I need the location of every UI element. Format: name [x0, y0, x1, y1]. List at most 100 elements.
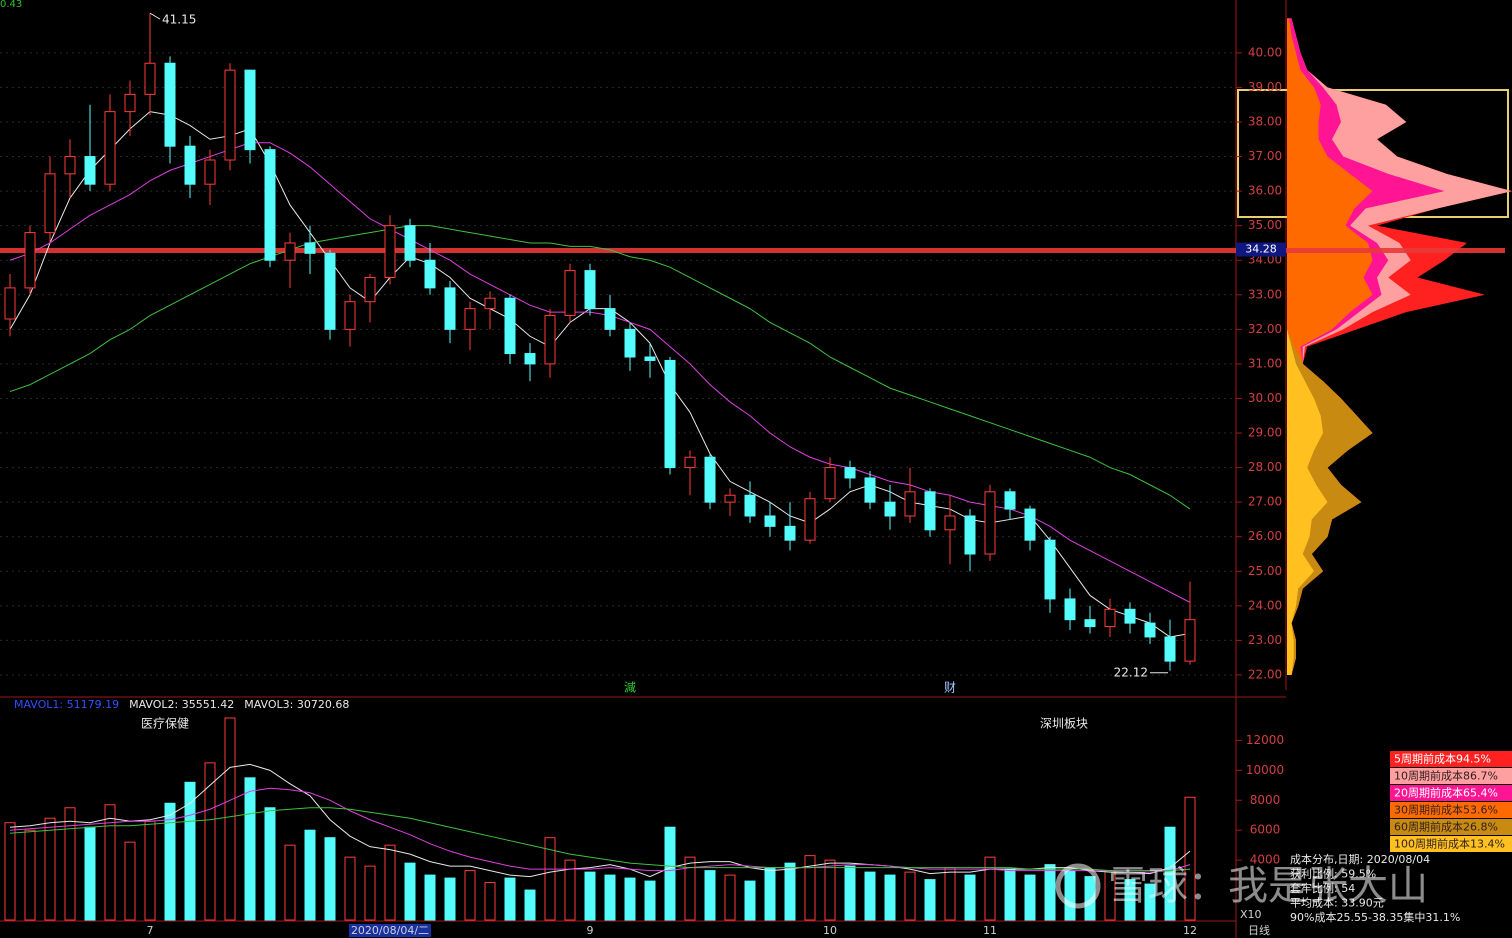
volume-bar	[264, 807, 276, 921]
y-tick-label: 38.00	[1248, 114, 1282, 128]
candle-body	[824, 467, 836, 500]
volume-bar	[1164, 826, 1176, 921]
volume-bar	[124, 841, 136, 921]
candle-body	[1184, 619, 1196, 662]
candle-body	[344, 301, 356, 330]
candle-body	[44, 173, 56, 234]
info-line: 获利比例: 59.5%	[1290, 867, 1376, 881]
volume-bar	[164, 802, 176, 921]
y-tick-label: 31.00	[1248, 356, 1282, 370]
y-tick-label: 28.00	[1248, 460, 1282, 474]
volume-bar	[204, 762, 216, 921]
high-pointer	[149, 12, 161, 20]
legend-label: MAVOL2: 35551.42	[129, 698, 234, 711]
volume-bar	[464, 870, 476, 921]
candle-body	[764, 515, 776, 527]
candle-body	[1044, 539, 1056, 600]
volume-bar	[384, 844, 396, 921]
volume-bar	[784, 862, 796, 921]
volume-bar	[304, 829, 316, 921]
legend-label: 20周期前成本65.4%	[1394, 786, 1498, 800]
y-tick-label: 29.00	[1248, 426, 1282, 440]
legend-label: MAVOL3: 30720.68	[244, 698, 349, 711]
y-tick-label: 12000	[1246, 733, 1284, 747]
volume-bar	[1184, 796, 1196, 921]
event-label: 财	[944, 681, 956, 695]
y-tick-label: 23.00	[1248, 633, 1282, 647]
candle-body	[744, 494, 756, 517]
volume-bar	[424, 874, 436, 921]
y-tick-label: 36.00	[1248, 184, 1282, 198]
moving-average	[9, 225, 1191, 510]
x-tick-label: 10	[823, 924, 837, 937]
volume-average	[9, 807, 1191, 872]
volume-bar	[624, 877, 636, 921]
candle-body	[724, 494, 736, 503]
candle-body	[324, 252, 336, 330]
volume-bar	[364, 865, 376, 921]
legend-label: 30周期前成本53.6%	[1394, 803, 1498, 817]
candle-body	[144, 62, 156, 95]
candle-body	[544, 315, 556, 365]
info-line: 成本分布,日期: 2020/08/04	[1290, 852, 1430, 866]
info-line: 平均成本: 33.90元	[1290, 896, 1384, 910]
volume-bar	[404, 862, 416, 921]
candle-body	[584, 270, 596, 310]
volume-bar	[764, 867, 776, 921]
candle-body	[1064, 598, 1076, 621]
y-tick-label: 4000	[1250, 853, 1281, 867]
candle-body	[24, 232, 36, 289]
volume-bar	[724, 874, 736, 921]
candle-body	[784, 525, 796, 541]
x-tick-label: 9	[587, 924, 594, 937]
x-tick-label: 12	[1183, 924, 1197, 937]
y-tick-label: 25.00	[1248, 564, 1282, 578]
candle-body	[604, 308, 616, 330]
volume-bar	[504, 877, 516, 921]
candle-body	[884, 501, 896, 517]
volume-panel: 7 2020/08/04/二 9 10 11 12 4000 6000 8000 10000 120…	[4, 698, 1284, 937]
candle-body	[984, 491, 996, 555]
legend-swatch	[1390, 785, 1512, 801]
legend-swatch	[1390, 819, 1512, 835]
volume-average	[9, 787, 1191, 873]
volume-bar	[1064, 870, 1076, 921]
volume-bar	[444, 877, 456, 921]
volume-bar	[684, 856, 696, 921]
candle-body	[704, 456, 716, 503]
candle-body	[1084, 619, 1096, 628]
low-label: 22.12	[1114, 665, 1148, 679]
candle-body	[164, 62, 176, 147]
volume-bar	[104, 804, 116, 921]
y-tick-label: 35.00	[1248, 218, 1282, 232]
legend-label: 10周期前成本86.7%	[1394, 769, 1498, 783]
y-tick-label: 10000	[1246, 763, 1284, 777]
candle-body	[1144, 622, 1156, 638]
panel-text: 医疗保健	[141, 717, 189, 731]
watermark: 雪球：我是张大山	[1108, 863, 1428, 909]
candle-body	[864, 477, 876, 503]
y-tick-label: 33.00	[1248, 287, 1282, 301]
volume-bar	[4, 822, 16, 921]
volume-bar	[224, 717, 236, 921]
y-tick-label: 26.00	[1248, 529, 1282, 543]
cost-profile: 5周期前成本94.5% 10周期前成本86.7% 20周期前成本65.4% 30周期前…	[1287, 18, 1512, 924]
legend-label: MAVOL1: 51179.19	[14, 698, 119, 711]
candle-body	[664, 359, 676, 469]
y-tick-label: 32.00	[1248, 322, 1282, 336]
candle-body	[844, 467, 856, 479]
volume-bar	[184, 781, 196, 921]
candle-body	[244, 69, 256, 151]
panel-text: 深圳板块	[1040, 717, 1088, 731]
candle-body	[264, 149, 276, 261]
candle-body	[64, 156, 76, 175]
candle-body	[964, 515, 976, 555]
watermark-logo	[1055, 863, 1101, 909]
volume-bar	[1004, 868, 1016, 921]
volume-bar	[904, 871, 916, 921]
candle-body	[1004, 491, 1016, 510]
candle-body	[184, 145, 196, 185]
volume-bar	[244, 777, 256, 921]
candle-body	[644, 356, 656, 361]
candle-body	[84, 156, 96, 185]
